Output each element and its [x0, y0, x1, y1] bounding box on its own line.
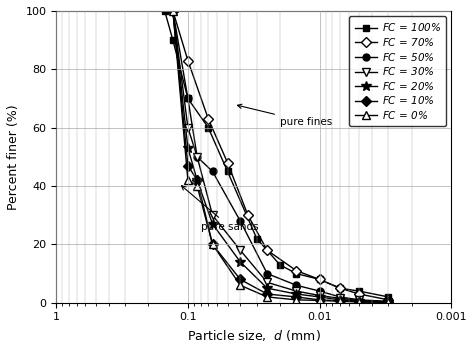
$FC$ = 100% — [185, 96, 191, 100]
$FC$ = 50% — [317, 289, 322, 293]
$FC$ = 50% — [385, 299, 391, 303]
$FC$ = 0% — [210, 242, 215, 246]
$FC$ = 0% — [385, 300, 391, 304]
$FC$ = 30% — [317, 293, 322, 298]
$FC$ = 50% — [264, 272, 270, 276]
$FC$ = 50% — [170, 9, 176, 13]
Text: pure sands: pure sands — [182, 186, 259, 232]
Y-axis label: Percent finer (%): Percent finer (%) — [7, 104, 20, 210]
$FC$ = 20% — [185, 146, 191, 150]
$FC$ = 0% — [356, 300, 362, 304]
$FC$ = 0% — [337, 299, 343, 303]
Legend: $FC$ = 100%, $FC$ = 70%, $FC$ = 50%, $FC$ = 30%, $FC$ = 20%, $FC$ = 10%, $FC$ = : $FC$ = 100%, $FC$ = 70%, $FC$ = 50%, $FC… — [349, 16, 446, 126]
$FC$ = 50% — [194, 155, 200, 159]
Line: $FC$ = 70%: $FC$ = 70% — [169, 7, 392, 303]
Line: $FC$ = 50%: $FC$ = 50% — [169, 7, 392, 305]
$FC$ = 20% — [264, 286, 270, 290]
Line: $FC$ = 20%: $FC$ = 20% — [168, 6, 393, 307]
$FC$ = 70% — [385, 298, 391, 302]
$FC$ = 10% — [185, 163, 191, 168]
X-axis label: Particle size,  $d$ (mm): Particle size, $d$ (mm) — [187, 328, 320, 343]
Line: $FC$ = 0%: $FC$ = 0% — [169, 7, 392, 307]
$FC$ = 70% — [337, 286, 343, 290]
$FC$ = 0% — [185, 178, 191, 182]
Text: pure fines: pure fines — [237, 104, 332, 127]
$FC$ = 0% — [194, 184, 200, 188]
Line: $FC$ = 30%: $FC$ = 30% — [169, 7, 392, 306]
$FC$ = 50% — [210, 169, 215, 174]
$FC$ = 70% — [264, 248, 270, 252]
$FC$ = 0% — [170, 9, 176, 13]
$FC$ = 100% — [356, 289, 362, 293]
$FC$ = 10% — [264, 292, 270, 296]
$FC$ = 10% — [237, 277, 243, 281]
$FC$ = 30% — [237, 248, 243, 252]
$FC$ = 100% — [385, 295, 391, 299]
$FC$ = 70% — [356, 292, 362, 296]
$FC$ = 30% — [185, 126, 191, 130]
$FC$ = 30% — [385, 300, 391, 304]
$FC$ = 0% — [264, 295, 270, 299]
$FC$ = 20% — [210, 222, 215, 226]
$FC$ = 10% — [170, 9, 176, 13]
$FC$ = 100% — [317, 277, 322, 281]
$FC$ = 30% — [210, 213, 215, 217]
$FC$ = 0% — [237, 283, 243, 287]
$FC$ = 100% — [254, 237, 260, 241]
$FC$ = 70% — [205, 117, 211, 121]
$FC$ = 20% — [356, 299, 362, 303]
$FC$ = 70% — [317, 277, 322, 281]
$FC$ = 100% — [205, 126, 211, 130]
$FC$ = 100% — [277, 263, 283, 267]
$FC$ = 20% — [337, 298, 343, 302]
$FC$ = 10% — [194, 178, 200, 182]
$FC$ = 10% — [210, 242, 215, 246]
$FC$ = 20% — [237, 260, 243, 264]
$FC$ = 100% — [162, 9, 167, 13]
$FC$ = 70% — [245, 213, 251, 217]
$FC$ = 70% — [170, 9, 176, 13]
$FC$ = 20% — [293, 292, 299, 296]
$FC$ = 30% — [337, 296, 343, 301]
$FC$ = 0% — [293, 298, 299, 302]
$FC$ = 10% — [337, 299, 343, 303]
$FC$ = 70% — [185, 58, 191, 63]
$FC$ = 10% — [293, 295, 299, 299]
$FC$ = 0% — [317, 298, 322, 302]
$FC$ = 30% — [194, 155, 200, 159]
$FC$ = 20% — [194, 178, 200, 182]
$FC$ = 30% — [264, 280, 270, 285]
$FC$ = 50% — [185, 96, 191, 100]
$FC$ = 20% — [385, 300, 391, 304]
$FC$ = 70% — [293, 268, 299, 273]
$FC$ = 30% — [293, 289, 299, 293]
$FC$ = 50% — [356, 298, 362, 302]
$FC$ = 20% — [317, 295, 322, 299]
$FC$ = 100% — [170, 38, 176, 42]
$FC$ = 10% — [385, 300, 391, 304]
$FC$ = 100% — [293, 272, 299, 276]
$FC$ = 50% — [237, 219, 243, 223]
$FC$ = 100% — [337, 286, 343, 290]
$FC$ = 50% — [293, 283, 299, 287]
$FC$ = 30% — [170, 9, 176, 13]
$FC$ = 70% — [225, 161, 230, 165]
$FC$ = 50% — [337, 295, 343, 299]
Line: $FC$ = 100%: $FC$ = 100% — [161, 7, 392, 300]
$FC$ = 100% — [225, 169, 230, 174]
$FC$ = 10% — [356, 300, 362, 304]
Line: $FC$ = 10%: $FC$ = 10% — [169, 7, 392, 306]
$FC$ = 30% — [356, 298, 362, 302]
$FC$ = 20% — [170, 9, 176, 13]
$FC$ = 10% — [317, 298, 322, 302]
